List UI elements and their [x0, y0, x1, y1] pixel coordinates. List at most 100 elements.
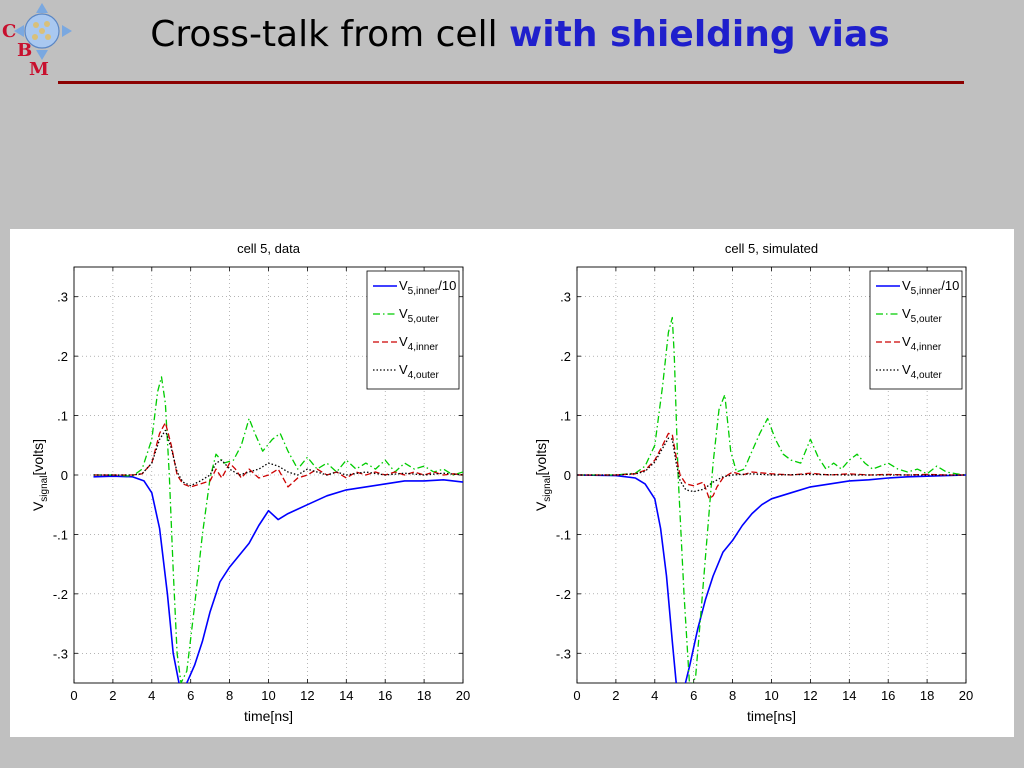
x-axis-label: time[ns]: [244, 708, 293, 724]
series-line-4-outer: [577, 437, 966, 493]
title-underline: [58, 81, 964, 84]
legend-label-main: V: [902, 278, 911, 293]
legend-label-main: V: [902, 362, 911, 377]
y-axis-label-sub: signal: [542, 476, 553, 502]
x-tick-label: 6: [690, 688, 697, 703]
legend-box: [366, 270, 460, 390]
x-tick-label: 2: [109, 688, 116, 703]
x-tick-label: 6: [187, 688, 194, 703]
legend-label-suffix: /10: [438, 278, 456, 293]
legend-label-suffix: /10: [941, 278, 959, 293]
legend-label-sub: 4,outer: [911, 370, 943, 381]
x-tick-label: 16: [881, 688, 895, 703]
chart-2: 0 2 4 6 8 10 12 14 16 18 20 -.3 -.2 -.1 0 .1 .2 .3 cell 5,…: [533, 241, 973, 724]
x-tick-label: 12: [300, 688, 314, 703]
series-line-4-inner: [93, 422, 463, 488]
x-tick-label: 18: [920, 688, 934, 703]
y-tick-label: -.3: [53, 646, 68, 661]
legend-label-sub: 4,outer: [408, 370, 440, 381]
legend-label-main: V: [399, 278, 408, 293]
y-tick-label: -.3: [556, 646, 571, 661]
legend-label-sub: 5,outer: [408, 314, 440, 325]
logo-emblem: [14, 3, 72, 60]
x-tick-label: 14: [339, 688, 353, 703]
legend-label: V4,inner: [399, 334, 439, 353]
series-line-4-outer: [93, 429, 463, 487]
chart-title: cell 5, data: [237, 241, 301, 256]
x-tick-label: 20: [959, 688, 973, 703]
legend-label-main: V: [902, 334, 911, 349]
x-tick-label: 12: [803, 688, 817, 703]
legend-label-main: V: [399, 306, 408, 321]
series-line-5-outer: [577, 316, 966, 683]
x-tick-label: 10: [261, 688, 275, 703]
x-tick-label: 14: [842, 688, 856, 703]
y-tick-label: 0: [564, 468, 571, 483]
slide-title-highlight: with shielding vias: [509, 14, 890, 55]
y-tick-label: .2: [560, 349, 571, 364]
legend-label-sub: 5,outer: [911, 314, 943, 325]
x-tick-label: 0: [70, 688, 77, 703]
logo-letter-c: C: [2, 21, 16, 42]
series-group: [93, 376, 463, 683]
legend-label-sub: 5,inner: [408, 286, 439, 297]
y-tick-label: -.2: [556, 587, 571, 602]
series-line-5-outer: [93, 376, 463, 683]
y-tick-label: -.1: [556, 527, 571, 542]
slide-title: Cross-talk from cell with shielding vias: [60, 14, 980, 55]
figure-panel: 0 2 4 6 8 10 12 14 16 18 20 -.3 -.2 -.1 0.1.2.3 cell 5,…: [10, 229, 1014, 737]
series-line-5-inner: [577, 474, 966, 683]
legend-label-sub: 4,inner: [408, 342, 439, 353]
chart-1: 0 2 4 6 8 10 12 14 16 18 20 -.3 -.2 -.1 0 .1 .2 .3 cell 5,…: [30, 241, 470, 724]
legend-box: [869, 270, 963, 390]
legend-label: V4,inner: [902, 334, 942, 353]
legend-label-sub: 4,inner: [911, 342, 942, 353]
legend-label: V5,outer: [399, 306, 439, 325]
y-tick-label: .3: [57, 290, 68, 305]
y-axis-label-main: V: [30, 501, 46, 511]
y-tick-label: 0: [61, 468, 68, 483]
x-tick-label: 8: [226, 688, 233, 703]
y-tick-label: .1: [560, 409, 571, 424]
x-tick-label: 16: [378, 688, 392, 703]
y-axis-label-unit: [volts]: [30, 439, 46, 476]
slide-title-plain: Cross-talk from cell: [150, 14, 510, 55]
chart-title: cell 5, simulated: [725, 241, 818, 256]
x-tick-label: 10: [764, 688, 778, 703]
logo-letter-m: M: [29, 59, 49, 80]
cbm-logo: C B M: [2, 3, 72, 80]
legend-label-main: V: [399, 334, 408, 349]
x-tick-label: 18: [417, 688, 431, 703]
y-axis-label-sub: signal: [39, 476, 50, 502]
legend-label: V5,inner/10: [902, 278, 959, 297]
y-axis-label-unit: [volts]: [533, 439, 549, 476]
y-tick-label: -.2: [53, 587, 68, 602]
x-tick-label: 2: [612, 688, 619, 703]
y-axis-label: Vsignal[volts]: [533, 439, 553, 511]
legend-label: V4,outer: [902, 362, 942, 381]
series-line-5-inner: [93, 475, 463, 683]
y-tick-label: .2: [57, 349, 68, 364]
x-tick-label: 0: [573, 688, 580, 703]
legend-label: V5,inner/10: [399, 278, 456, 297]
y-tick-label: .1: [57, 409, 68, 424]
series-group: [577, 316, 966, 683]
y-tick-label: .3: [560, 290, 571, 305]
x-tick-label: 4: [148, 688, 155, 703]
y-axis-label-main: V: [533, 501, 549, 511]
legend-label-sub: 5,inner: [911, 286, 942, 297]
y-tick-label: -.1: [53, 527, 68, 542]
x-axis-label: time[ns]: [747, 708, 796, 724]
x-tick-label: 8: [729, 688, 736, 703]
legend-label: V4,outer: [399, 362, 439, 381]
x-tick-label: 4: [651, 688, 658, 703]
legend-label-main: V: [399, 362, 408, 377]
y-axis-label: Vsignal[volts]: [30, 439, 50, 511]
x-tick-label: 20: [456, 688, 470, 703]
logo-letter-b: B: [17, 40, 32, 61]
legend-label: V5,outer: [902, 306, 942, 325]
legend-label-main: V: [902, 306, 911, 321]
